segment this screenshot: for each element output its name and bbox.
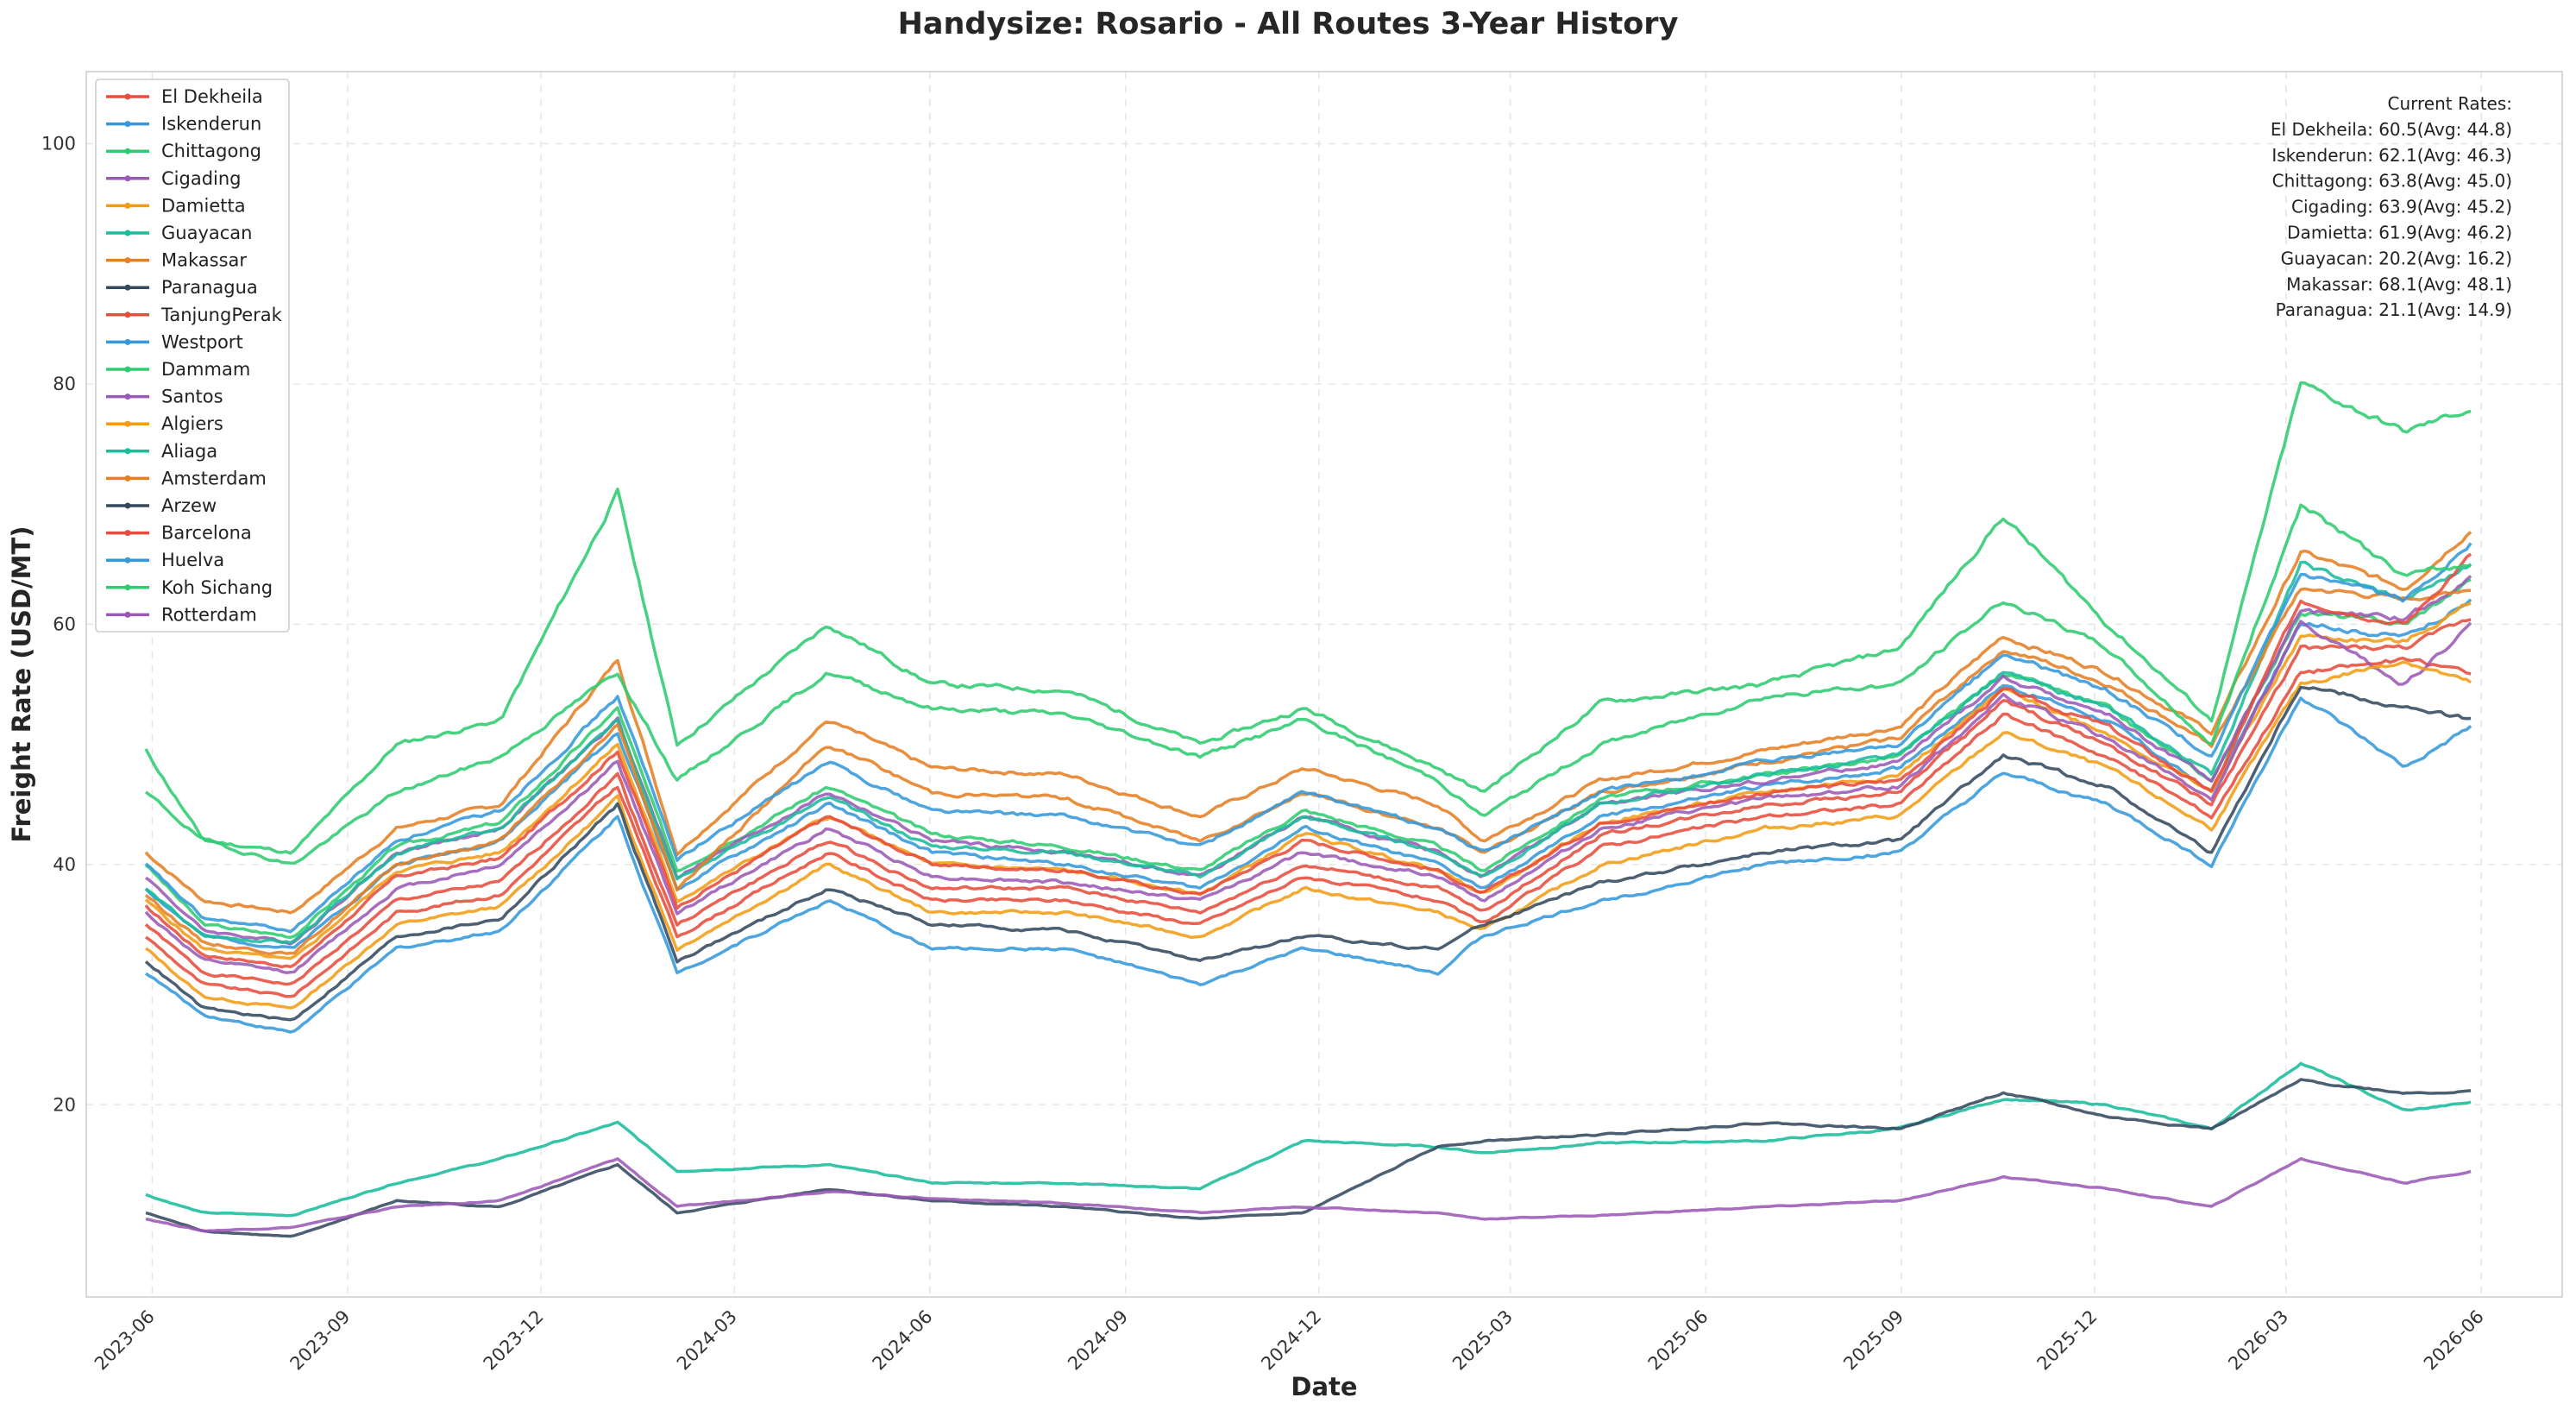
chart-title: Handysize: Rosario - All Routes 3-Year H… xyxy=(897,7,1679,41)
legend-label: Rotterdam xyxy=(161,604,257,625)
legend-marker xyxy=(124,121,131,128)
legend-marker xyxy=(124,202,131,209)
current-rate-line: Iskenderun: 62.1(Avg: 46.3) xyxy=(2271,145,2512,166)
current-rate-line: Paranagua: 21.1(Avg: 14.9) xyxy=(2276,299,2512,320)
x-axis-ticks: 2023-06 2023-09 2023-12 2024-03 2024-06 2024-… xyxy=(91,1306,2488,1375)
x-axis-label: Date xyxy=(1291,1372,1357,1401)
legend-label: Damietta xyxy=(161,195,246,216)
series-line xyxy=(144,598,2472,949)
legend-label: Cigading xyxy=(161,168,242,189)
y-tick-label: 60 xyxy=(53,614,76,634)
legend-marker xyxy=(124,530,131,537)
series-line xyxy=(144,560,2472,945)
current-rates-header: Current Rates: xyxy=(2388,93,2513,114)
legend-label: TanjungPerak xyxy=(160,305,283,325)
y-axis-label: Freight Rate (USD/MT) xyxy=(7,526,36,842)
series-line xyxy=(144,531,2472,915)
legend-marker xyxy=(124,393,131,400)
legend-marker xyxy=(124,475,131,482)
legend-marker xyxy=(124,230,131,236)
series-line xyxy=(144,618,2472,986)
legend-label: Aliaga xyxy=(161,441,217,462)
legend-marker xyxy=(124,420,131,427)
series-line xyxy=(144,503,2472,865)
legend-label: Chittagong xyxy=(161,141,261,161)
series-line xyxy=(145,1078,2472,1238)
series-line xyxy=(144,552,2472,969)
plot-frame xyxy=(85,71,2563,1298)
x-tick-label: 2024-06 xyxy=(869,1306,937,1375)
current-rate-line: Guayacan: 20.2(Avg: 16.2) xyxy=(2281,248,2512,268)
legend-label: Makassar xyxy=(161,250,247,271)
legend-label: Iskenderun xyxy=(161,114,261,135)
x-tick-label: 2025-12 xyxy=(2033,1306,2102,1375)
series-line xyxy=(144,620,2472,974)
legend-label: Westport xyxy=(161,331,243,352)
legend: El Dekheila Iskenderun Chittagong Cigading D… xyxy=(95,79,290,633)
legend-marker xyxy=(124,148,131,154)
x-tick-label: 2025-06 xyxy=(1644,1306,1712,1375)
series-line xyxy=(144,587,2472,956)
grid xyxy=(86,72,2562,1297)
x-tick-label: 2024-12 xyxy=(1257,1306,1325,1375)
x-tick-label: 2025-03 xyxy=(1448,1306,1517,1375)
x-tick-label: 2023-12 xyxy=(480,1306,548,1375)
x-tick-label: 2023-06 xyxy=(91,1306,159,1375)
legend-marker xyxy=(124,93,131,100)
y-tick-label: 20 xyxy=(53,1094,76,1115)
series-lines xyxy=(144,381,2472,1238)
legend-marker xyxy=(124,284,131,291)
series-line xyxy=(145,660,2472,1010)
y-tick-label: 40 xyxy=(53,854,76,875)
current-rate-line: Makassar: 68.1(Avg: 48.1) xyxy=(2286,274,2512,294)
legend-label: Algiers xyxy=(161,413,223,434)
x-tick-label: 2026-03 xyxy=(2224,1306,2292,1375)
y-tick-label: 100 xyxy=(41,134,76,154)
legend-frame xyxy=(95,79,290,633)
current-rates-annotation: Current Rates: El Dekheila: 60.5(Avg: 44.… xyxy=(2271,93,2512,320)
current-rate-line: Damietta: 61.9(Avg: 46.2) xyxy=(2287,222,2512,242)
legend-label: Amsterdam xyxy=(161,468,267,488)
legend-label: El Dekheila xyxy=(161,86,263,107)
series-line xyxy=(145,696,2472,1034)
series-line xyxy=(144,685,2472,1022)
current-rate-line: Cigading: 63.9(Avg: 45.2) xyxy=(2291,197,2512,217)
legend-marker xyxy=(124,502,131,509)
x-tick-label: 2023-09 xyxy=(286,1306,355,1375)
x-tick-label: 2024-09 xyxy=(1064,1306,1132,1375)
current-rate-line: El Dekheila: 60.5(Avg: 44.8) xyxy=(2271,119,2512,140)
legend-label: Dammam xyxy=(161,359,250,380)
series-line xyxy=(144,601,2472,960)
series-line xyxy=(144,542,2472,934)
legend-label: Huelva xyxy=(161,550,224,570)
legend-label: Santos xyxy=(161,387,223,407)
legend-marker xyxy=(124,257,131,264)
legend-marker xyxy=(124,312,131,318)
legend-label: Paranagua xyxy=(161,277,258,298)
legend-marker xyxy=(124,448,131,455)
current-rate-line: Chittagong: 63.8(Avg: 45.0) xyxy=(2272,171,2512,192)
legend-marker xyxy=(124,366,131,373)
y-tick-label: 80 xyxy=(53,374,76,394)
y-axis-ticks: 20 40 60 80 100 xyxy=(41,134,76,1116)
series-line xyxy=(144,381,2472,855)
legend-label: Arzew xyxy=(161,495,217,516)
x-tick-label: 2024-03 xyxy=(673,1306,741,1375)
series-line xyxy=(145,1061,2472,1218)
legend-label: Koh Sichang xyxy=(161,577,273,598)
legend-marker xyxy=(124,557,131,563)
x-tick-label: 2026-06 xyxy=(2420,1306,2488,1375)
legend-label: Barcelona xyxy=(161,523,252,544)
x-tick-label: 2025-09 xyxy=(1839,1306,1907,1375)
legend-marker xyxy=(124,611,131,618)
series-line xyxy=(145,656,2472,998)
legend-label: Guayacan xyxy=(161,223,252,243)
series-line xyxy=(145,1156,2472,1233)
legend-marker xyxy=(124,338,131,345)
legend-marker xyxy=(124,584,131,591)
legend-marker xyxy=(124,175,131,182)
